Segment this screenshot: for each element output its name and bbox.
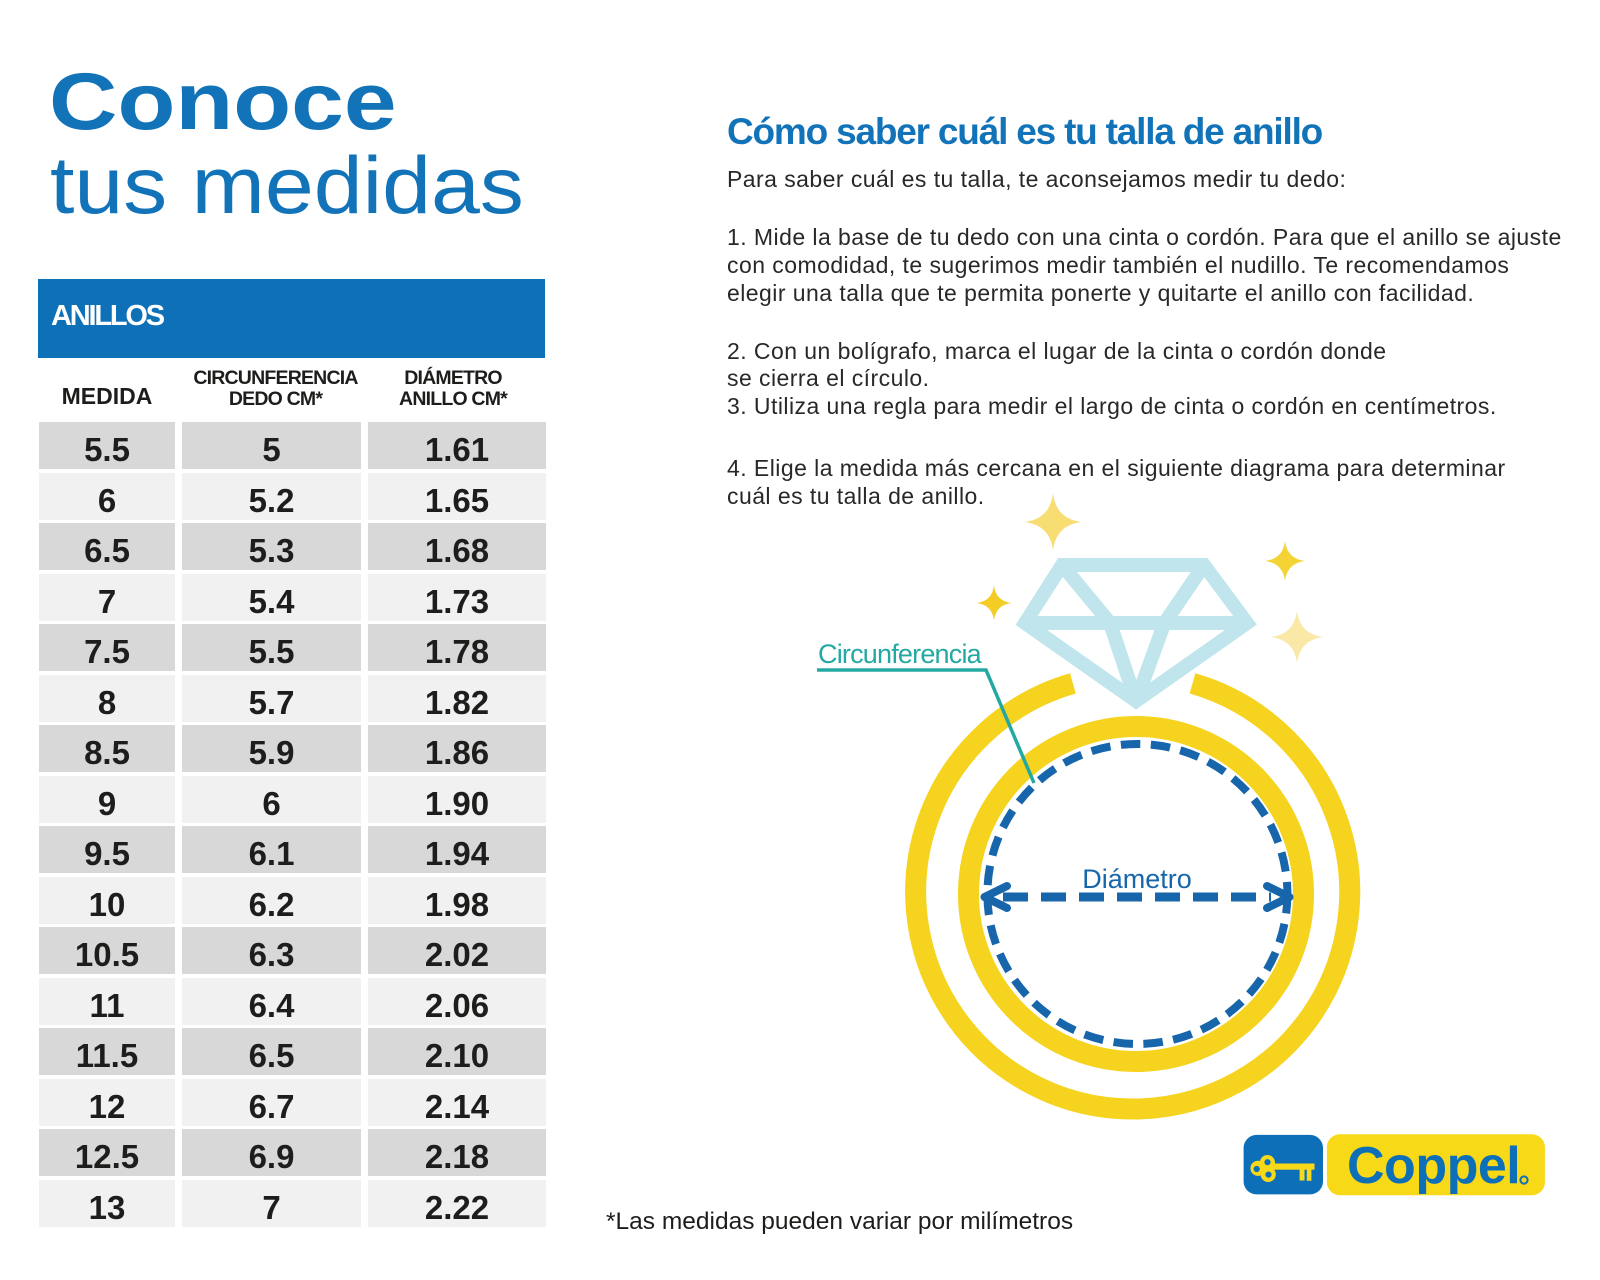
- svg-text:Diámetro: Diámetro: [1082, 864, 1192, 894]
- svg-text:Circunferencia: Circunferencia: [818, 639, 983, 669]
- svg-text:Coppel: Coppel: [1347, 1137, 1520, 1195]
